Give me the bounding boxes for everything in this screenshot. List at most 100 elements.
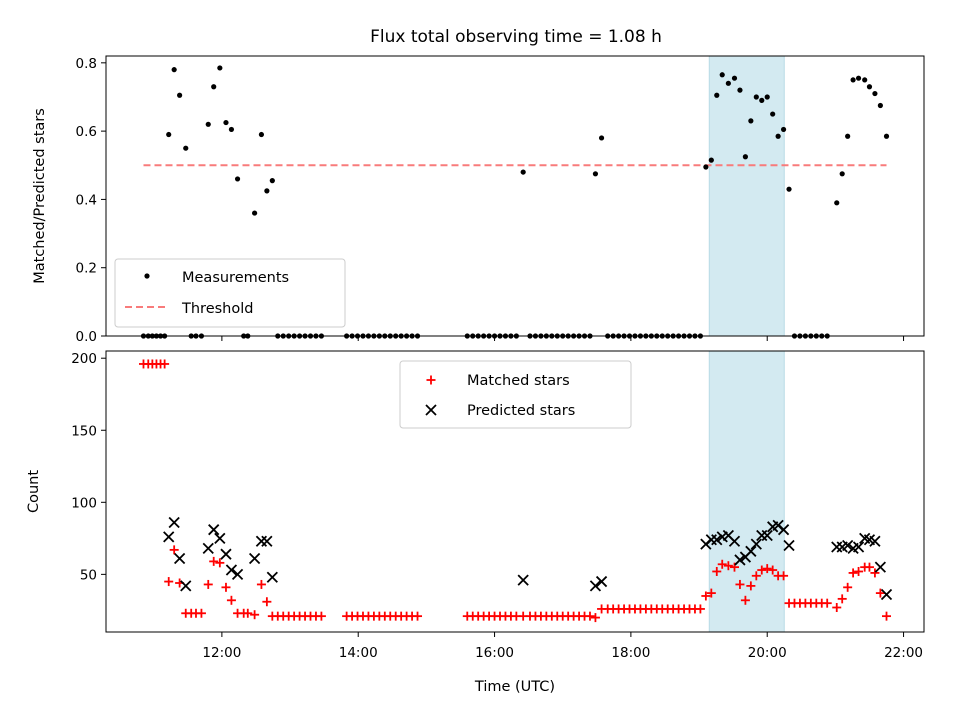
matched-star-point: [316, 611, 326, 621]
predicted-star-point: [728, 535, 741, 547]
matched-star-point: [209, 556, 219, 566]
measurement-point: [753, 94, 759, 100]
y-tick-label: 100: [71, 495, 97, 511]
x-tick-label: 12:00: [202, 645, 241, 661]
top-panel: 0.00.20.40.60.8 Matched/Predicted stars …: [32, 55, 925, 345]
top-panel-frame: [105, 55, 925, 337]
matched-star-point: [768, 565, 778, 575]
matched-star-point: [164, 577, 174, 587]
predicted-star-point: [517, 574, 529, 586]
matched-star-point: [695, 604, 705, 614]
measurement-point: [770, 111, 776, 117]
matched-star-point: [882, 611, 892, 621]
predicted-star-point: [180, 580, 192, 592]
matched-star-point: [779, 571, 789, 581]
matched-star-point: [706, 588, 716, 598]
matched-star-point: [757, 565, 767, 575]
y-tick-label: 0.2: [76, 261, 97, 277]
matched-star-point: [832, 603, 842, 613]
bottom-panel: 50 100 150 200 12:00 14:00 16:00 18:00 20:00 22:…: [26, 350, 925, 695]
matched-star-point: [735, 579, 745, 589]
legend-predicted-marker: [425, 404, 437, 416]
marker-stroke: [231, 568, 244, 580]
measurement-point: [839, 171, 845, 177]
marker-stroke: [728, 535, 741, 547]
matched-star-point: [413, 611, 423, 621]
marker-stroke: [214, 532, 226, 544]
predicted-star-point: [880, 588, 893, 601]
measurement-point: [183, 145, 189, 151]
matched-star-point: [221, 582, 231, 592]
measurement-point: [269, 178, 275, 184]
measurement-point: [228, 126, 235, 133]
measurement-point: [205, 121, 211, 127]
top-y-axis-label: Matched/Predicted stars: [32, 108, 48, 284]
marker-stroke: [874, 561, 887, 573]
measurement-point: [759, 97, 765, 103]
measurement-point: [737, 87, 743, 93]
measurement-point: [719, 72, 725, 78]
y-tick-label: 0.6: [76, 124, 97, 140]
legend-box: [114, 258, 346, 328]
predicted-star-point: [589, 580, 602, 592]
marker-stroke: [202, 542, 214, 555]
x-tick-label: 18:00: [611, 645, 650, 661]
predicted-star-point: [745, 545, 757, 557]
predicted-star-point: [231, 568, 244, 580]
measurement-point: [592, 171, 599, 177]
marker-stroke: [208, 524, 220, 536]
matched-star-point: [746, 581, 756, 591]
matched-star-point: [585, 611, 595, 621]
predicted-star-point: [261, 535, 273, 547]
legend-measurements-label: Measurements: [182, 270, 289, 286]
measurement-point: [866, 84, 873, 90]
predicted-star-point: [842, 539, 854, 552]
marker-stroke: [220, 548, 232, 560]
x-tick-label: 16:00: [475, 645, 514, 661]
legend-measurements-marker: [144, 273, 150, 279]
marker-stroke: [859, 532, 871, 544]
measurement-point: [708, 157, 714, 163]
measurement-point: [598, 135, 605, 141]
marker-stroke: [425, 404, 437, 416]
measurement-point: [862, 77, 868, 83]
predicted-star-point: [783, 539, 795, 552]
marker-stroke: [783, 539, 795, 552]
matched-star-point: [751, 571, 761, 581]
measurement-point: [883, 133, 890, 139]
legend-matched-marker: [426, 375, 436, 385]
marker-stroke: [261, 535, 273, 547]
measurement-point: [258, 131, 265, 138]
predicted-star-point: [248, 552, 261, 565]
top-legend: Measurements Threshold: [114, 258, 346, 328]
measurement-point: [764, 94, 770, 100]
legend-box: [399, 360, 632, 429]
measurement-point: [855, 75, 862, 81]
x-axis-label: Time (UTC): [474, 679, 555, 695]
matched-star-point: [226, 595, 236, 605]
matched-star-point: [843, 582, 853, 592]
y-tick-label: 50: [80, 567, 97, 583]
matched-star-point: [262, 597, 272, 607]
matched-star-point: [250, 610, 260, 620]
measurement-point: [520, 169, 526, 175]
predicted-star-point: [214, 532, 226, 544]
predicted-star-point: [750, 538, 762, 550]
matched-star-point: [243, 608, 253, 618]
predicted-star-point: [163, 531, 175, 543]
predicted-star-point: [852, 541, 865, 553]
marker-stroke: [777, 524, 790, 536]
matched-star-point: [870, 568, 880, 578]
x-tick-label: 22:00: [884, 645, 923, 661]
matched-star-point: [864, 562, 874, 572]
x-tick-label: 20:00: [748, 645, 787, 661]
measurement-point: [780, 126, 787, 133]
matched-star-point: [822, 598, 832, 608]
measurement-point: [877, 102, 883, 109]
measurement-point: [234, 176, 241, 182]
chart-title: Flux total observing time = 1.08 h: [370, 27, 662, 47]
measurement-point: [252, 210, 258, 216]
marker-stroke: [842, 539, 854, 552]
measurement-point: [775, 133, 781, 139]
marker-stroke: [750, 538, 762, 550]
